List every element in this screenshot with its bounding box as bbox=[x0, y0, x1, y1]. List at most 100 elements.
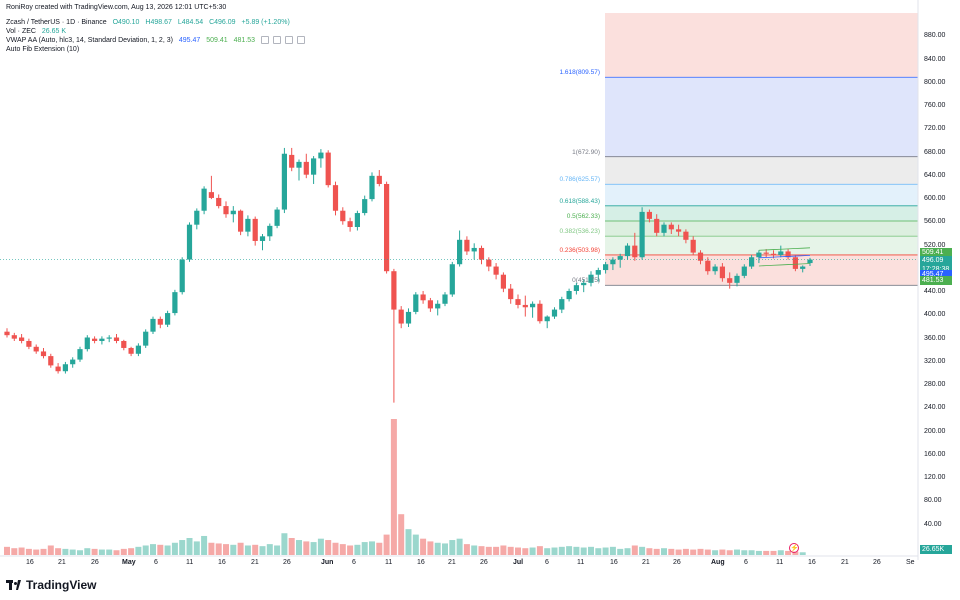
volume-bar bbox=[390, 419, 397, 555]
tradingview-logo[interactable]: TradingView bbox=[6, 578, 96, 592]
volume-bar bbox=[223, 544, 229, 555]
candle-body bbox=[624, 245, 631, 257]
volume-bar bbox=[558, 546, 565, 555]
volume-bar bbox=[588, 546, 594, 555]
volume-bar bbox=[485, 546, 492, 555]
volume-bar bbox=[62, 548, 69, 555]
volume-legend[interactable]: Vol · ZEC 26.65 K bbox=[6, 27, 70, 36]
time-tick: 6 bbox=[545, 559, 549, 566]
symbol-legend[interactable]: Zcash / TetherUS · 1D · Binance O490.10 … bbox=[6, 18, 294, 27]
high-value: H498.67 bbox=[145, 19, 172, 26]
candle-body bbox=[369, 175, 375, 200]
candle-body bbox=[259, 236, 266, 241]
candle-body bbox=[26, 340, 32, 347]
candle-body bbox=[340, 210, 346, 222]
candle-body bbox=[712, 266, 718, 272]
volume-bar bbox=[274, 545, 281, 555]
volume-bar bbox=[770, 550, 777, 555]
fib-label-4: 0.5(562.33) bbox=[566, 213, 600, 220]
time-tick: 16 bbox=[610, 559, 618, 566]
volume-bar bbox=[84, 548, 91, 555]
volume-tag: 26.65K bbox=[920, 545, 952, 554]
time-tick: 21 bbox=[251, 559, 259, 566]
candle-body bbox=[734, 275, 740, 283]
volume-bar bbox=[617, 548, 624, 555]
price-tick: 720.00 bbox=[924, 125, 946, 133]
candle-body bbox=[610, 259, 616, 265]
symbol-title[interactable]: Zcash / TetherUS · 1D · Binance bbox=[6, 19, 107, 26]
candle-body bbox=[639, 211, 645, 258]
price-tick: 280.00 bbox=[924, 381, 946, 389]
chart-credit: RoniRoy created with TradingView.com, Au… bbox=[6, 4, 227, 11]
time-tick: 11 bbox=[186, 559, 194, 566]
fib-zone-7 bbox=[605, 254, 918, 286]
volume-bar bbox=[317, 538, 324, 555]
volume-bar bbox=[515, 547, 521, 555]
volume-bar bbox=[215, 543, 222, 555]
candle-body bbox=[165, 313, 171, 325]
volume-bar bbox=[675, 549, 682, 555]
volume-bar bbox=[456, 538, 463, 555]
volume-bar bbox=[493, 546, 500, 555]
price-tick: 320.00 bbox=[924, 357, 946, 365]
candle-body bbox=[194, 210, 200, 225]
time-tick: Jun bbox=[321, 559, 334, 566]
volume-bar bbox=[668, 548, 675, 555]
volume-bar bbox=[507, 546, 514, 555]
fib-extension-zones bbox=[605, 13, 918, 286]
candle-body bbox=[530, 303, 536, 308]
visibility-icon[interactable] bbox=[261, 36, 270, 45]
candle-body bbox=[157, 318, 163, 325]
volume-bar bbox=[259, 546, 266, 555]
volume-bar bbox=[296, 540, 302, 555]
candle-body bbox=[77, 349, 83, 360]
settings-icon[interactable] bbox=[273, 36, 282, 45]
price-tick: 40.00 bbox=[924, 520, 942, 528]
flash-icon[interactable]: ⚡ bbox=[789, 543, 799, 553]
candle-body bbox=[770, 253, 777, 255]
time-tick: 16 bbox=[808, 559, 816, 566]
price-tick: 400.00 bbox=[924, 311, 946, 319]
candle-body bbox=[705, 260, 711, 272]
candle-body bbox=[208, 192, 214, 198]
time-tick: 26 bbox=[873, 559, 881, 566]
candle-body bbox=[603, 264, 609, 271]
candle-body bbox=[48, 356, 54, 366]
fib-zone-1 bbox=[605, 77, 918, 157]
candle-body bbox=[522, 304, 528, 308]
time-tick: 21 bbox=[448, 559, 456, 566]
low-value: L484.54 bbox=[177, 19, 204, 26]
fib-legend[interactable]: Auto Fib Extension (10) bbox=[6, 45, 83, 54]
candle-body bbox=[697, 252, 704, 261]
volume-bar bbox=[427, 541, 434, 555]
remove-icon[interactable] bbox=[285, 36, 294, 45]
volume-bar bbox=[193, 541, 200, 555]
more-icon[interactable] bbox=[297, 36, 306, 45]
vwap-legend[interactable]: VWAP AA (Auto, hlc3, 14, Standard Deviat… bbox=[6, 36, 309, 45]
volume-bar bbox=[573, 546, 580, 555]
time-tick: 21 bbox=[58, 559, 66, 566]
candle-body bbox=[99, 338, 105, 341]
time-tick: 6 bbox=[352, 559, 356, 566]
candle-body bbox=[690, 239, 696, 253]
volume-bar bbox=[734, 549, 740, 555]
vwap-value: 495.47 bbox=[178, 37, 201, 44]
candle-body bbox=[471, 247, 477, 252]
volume-bar bbox=[40, 548, 47, 555]
volume-bar bbox=[325, 540, 332, 555]
price-tick: 80.00 bbox=[924, 497, 942, 505]
change-value: +5.89 (+1.20%) bbox=[241, 19, 290, 26]
volume-bar bbox=[661, 548, 667, 555]
price-tick: 760.00 bbox=[924, 102, 946, 110]
candle-body bbox=[785, 251, 791, 258]
volume-bar bbox=[566, 546, 573, 555]
volume-bar bbox=[354, 544, 361, 555]
candle-body bbox=[683, 231, 689, 240]
candle-body bbox=[464, 239, 470, 252]
volume-bar bbox=[339, 544, 346, 555]
volume-bar bbox=[230, 544, 237, 555]
volume-bar bbox=[639, 546, 646, 555]
candle-body bbox=[40, 351, 47, 357]
candle-body bbox=[121, 340, 127, 348]
